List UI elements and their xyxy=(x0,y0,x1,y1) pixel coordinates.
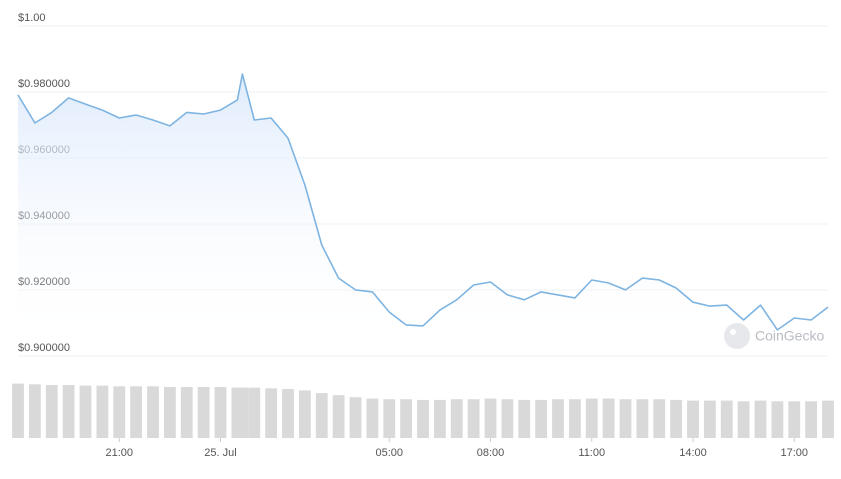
volume-bar xyxy=(568,399,581,438)
volume-bar xyxy=(400,399,413,438)
volume-bar xyxy=(332,395,345,438)
volume-bar xyxy=(248,387,261,438)
volume-bar xyxy=(518,399,531,438)
volume-bar xyxy=(282,389,294,438)
volume-bar xyxy=(236,387,249,438)
volume-bar xyxy=(298,390,311,438)
volume-bar xyxy=(62,384,75,438)
volume-bar xyxy=(552,399,564,438)
volume-bar xyxy=(737,401,750,438)
volume-bar xyxy=(366,398,379,438)
volume-bar xyxy=(535,399,548,438)
volume-bar xyxy=(315,393,328,438)
x-tick-label: 25. Jul xyxy=(204,447,236,459)
volume-bar xyxy=(653,399,666,438)
volume-bar xyxy=(433,399,446,438)
volume-bar xyxy=(28,384,41,438)
volume-bar xyxy=(822,400,834,438)
volume-bar xyxy=(805,401,818,438)
volume-bar xyxy=(130,386,143,438)
volume-bar xyxy=(450,399,463,438)
watermark-logo xyxy=(724,323,750,349)
volume-bar xyxy=(585,398,598,438)
volume-bar xyxy=(147,386,159,438)
volume-bar xyxy=(214,387,227,438)
volume-bar xyxy=(45,384,58,438)
volume-bar xyxy=(636,399,649,438)
volume-bar xyxy=(788,401,801,438)
x-tick-label: 17:00 xyxy=(780,447,808,459)
volume-bar xyxy=(349,397,362,438)
volume-bar xyxy=(754,400,767,438)
x-tick-label: 21:00 xyxy=(105,447,133,459)
area-fill xyxy=(18,74,828,350)
volume-bar xyxy=(180,387,193,438)
volume-bar xyxy=(113,386,126,438)
volume-bar xyxy=(602,398,615,438)
y-tick-label: $0.980000 xyxy=(18,78,70,90)
volume-bar xyxy=(197,387,210,438)
volume-bar xyxy=(467,399,480,438)
volume-bar xyxy=(771,401,784,438)
volume-bar xyxy=(96,385,109,438)
volume-bar xyxy=(79,385,92,438)
volume-bar xyxy=(703,400,716,438)
volume-bar xyxy=(501,399,514,438)
volume-bar xyxy=(417,399,429,438)
volume-bar xyxy=(670,399,683,438)
price-line xyxy=(17,73,829,331)
x-tick-label: 11:00 xyxy=(578,447,605,459)
x-tick-label: 08:00 xyxy=(477,447,505,459)
x-tick-label: 14:00 xyxy=(679,447,707,459)
y-tick-label: $1.00 xyxy=(18,12,46,24)
volume-bar xyxy=(619,399,632,438)
x-tick-label: 05:00 xyxy=(375,447,403,459)
volume-bar xyxy=(484,398,497,438)
volume-bar xyxy=(163,387,176,438)
volume-bar xyxy=(12,383,24,438)
volume-bar xyxy=(687,400,699,438)
volume-bar xyxy=(265,388,278,438)
volume-bar xyxy=(720,400,733,438)
volume-bar xyxy=(383,399,396,438)
watermark: CoinGecko xyxy=(755,328,824,344)
